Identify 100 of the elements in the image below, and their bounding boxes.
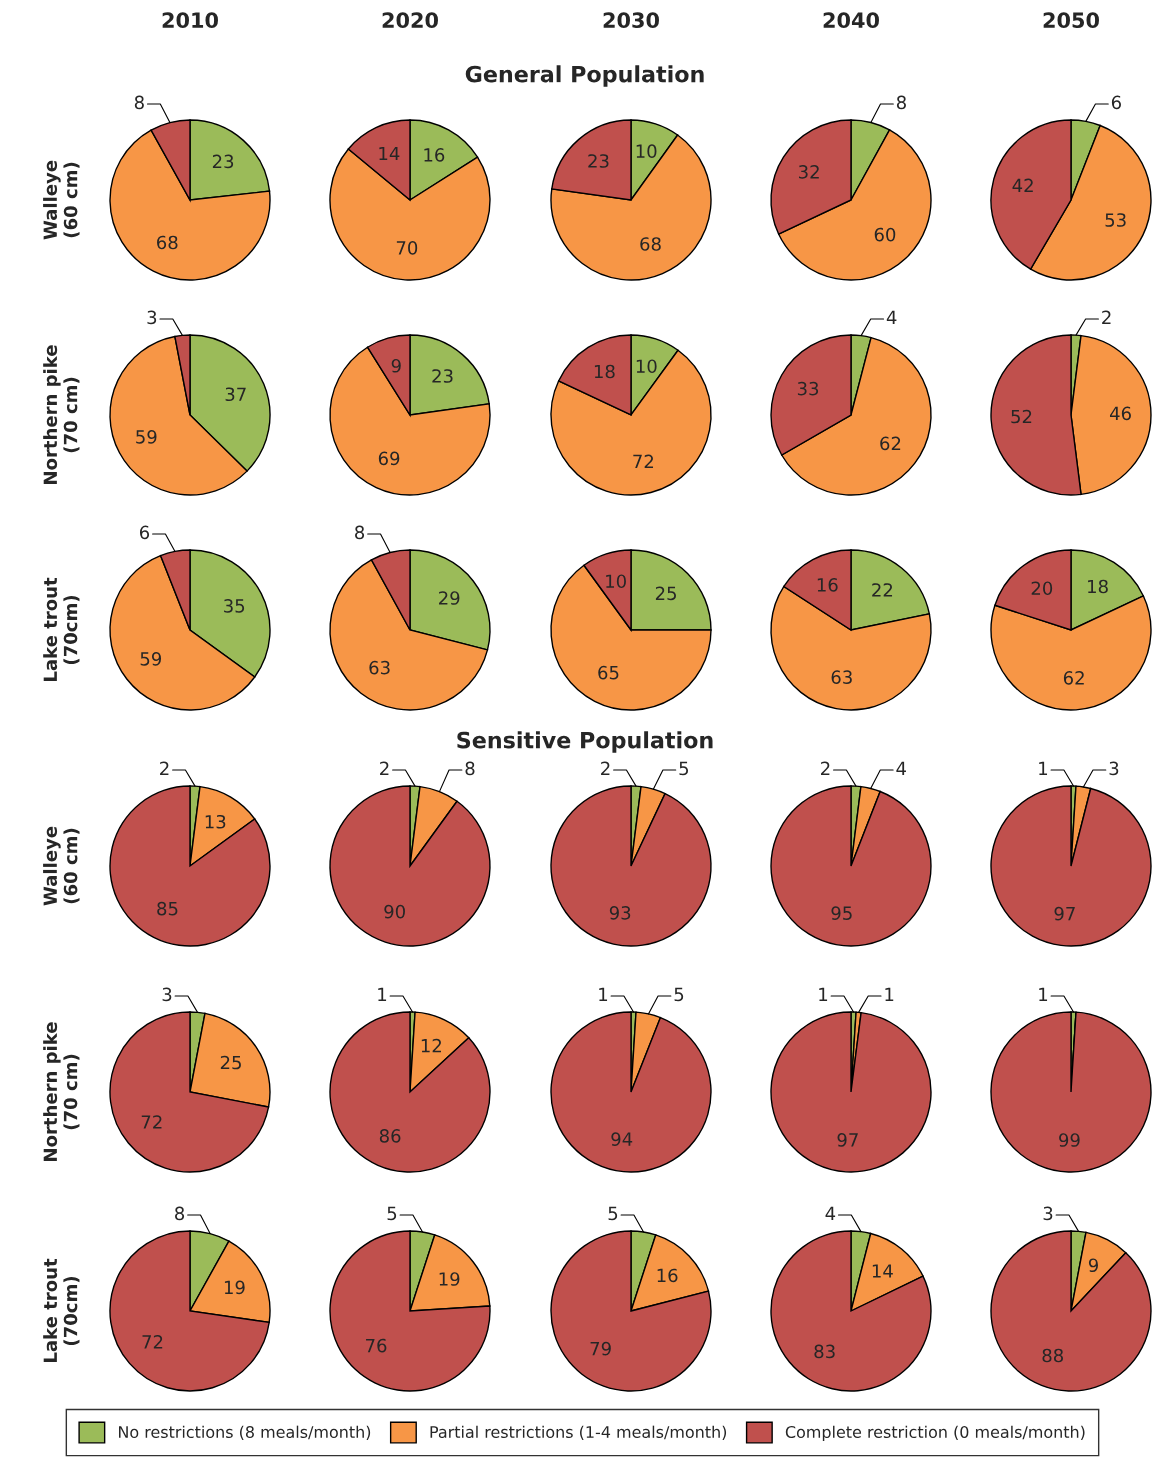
data-label: 1 xyxy=(885,987,894,1001)
data-label: 63 xyxy=(831,670,852,684)
data-label: 94 xyxy=(611,1132,633,1146)
data-label: 32 xyxy=(799,165,819,179)
data-label: 5 xyxy=(679,761,689,776)
data-label: 16 xyxy=(424,148,445,162)
data-label: 33 xyxy=(797,381,819,396)
data-label: 46 xyxy=(1110,406,1131,421)
data-label: 4 xyxy=(896,761,906,775)
data-label: 85 xyxy=(157,901,178,916)
data-label: 79 xyxy=(590,1341,611,1356)
data-label: 53 xyxy=(1105,213,1126,227)
data-label: 95 xyxy=(831,906,852,920)
data-label: 5 xyxy=(674,987,684,1002)
data-label: 2 xyxy=(601,761,610,775)
data-label: 1 xyxy=(1039,761,1048,775)
text: Sensitive Population xyxy=(457,731,713,753)
data-label: 1 xyxy=(378,987,387,1001)
data-label: 60 xyxy=(874,227,896,242)
data-label: 37 xyxy=(225,387,246,402)
data-label: 6 xyxy=(1111,95,1121,110)
data-label: 62 xyxy=(1063,671,1084,685)
data-label: 22 xyxy=(872,583,893,597)
data-label: 86 xyxy=(379,1129,401,1143)
data-label: 16 xyxy=(657,1268,678,1283)
data-label: 35 xyxy=(224,599,245,613)
data-label: 10 xyxy=(636,359,657,374)
data-label: 70 xyxy=(396,241,418,255)
data-label: 3 xyxy=(1109,761,1119,776)
data-label: 72 xyxy=(633,454,654,469)
data-label: 2 xyxy=(380,761,389,775)
text: Walleye (60 cm) xyxy=(43,160,80,240)
data-label: 25 xyxy=(220,1055,241,1070)
text: General Population xyxy=(465,65,704,87)
text: Northern pike (70 cm) xyxy=(43,345,80,484)
data-label: 42 xyxy=(1012,178,1033,193)
data-label: 99 xyxy=(1059,1133,1080,1147)
data-label: 1 xyxy=(1039,987,1048,1001)
data-label: 19 xyxy=(224,1280,245,1295)
data-label: 97 xyxy=(837,1133,858,1147)
data-label: 12 xyxy=(421,1038,441,1053)
text: Lake trout (70cm) xyxy=(43,577,80,681)
text: Lake trout (70cm) xyxy=(43,1258,80,1362)
data-label: 88 xyxy=(1042,1348,1063,1363)
data-label: 72 xyxy=(142,1335,163,1349)
data-label: 2 xyxy=(1102,310,1111,324)
data-label: 23 xyxy=(212,154,234,169)
data-label: 10 xyxy=(636,144,657,159)
data-label: 8 xyxy=(355,525,365,540)
data-label: 97 xyxy=(1054,906,1075,921)
chart-title: 2010 xyxy=(162,12,218,29)
data-label: 14 xyxy=(872,1264,893,1278)
data-label: 68 xyxy=(640,237,661,251)
data-label: 90 xyxy=(384,904,405,919)
data-label: 76 xyxy=(366,1338,387,1353)
data-label: 14 xyxy=(379,146,400,161)
data-label: 5 xyxy=(608,1206,618,1221)
data-label: 13 xyxy=(205,814,226,829)
legend-label: No restrictions (8 meals/month) xyxy=(119,1425,371,1440)
data-label: 59 xyxy=(140,651,162,666)
data-label: 8 xyxy=(465,761,475,776)
chart-title: 2020 xyxy=(382,12,438,29)
data-label: 19 xyxy=(439,1272,460,1286)
data-label: 1 xyxy=(599,987,608,1001)
data-label: 1 xyxy=(819,987,828,1001)
data-label: 8 xyxy=(175,1206,185,1221)
data-label: 62 xyxy=(880,436,901,451)
data-label: 69 xyxy=(378,451,400,466)
data-label: 3 xyxy=(1043,1206,1053,1221)
data-label: 83 xyxy=(814,1344,835,1359)
text: Walleye (60 cm) xyxy=(43,826,80,906)
chart-title: 2040 xyxy=(823,12,879,29)
text: Northern pike (70 cm) xyxy=(43,1022,80,1161)
data-label: 3 xyxy=(162,987,172,1002)
data-label: 4 xyxy=(886,310,897,324)
data-label: 59 xyxy=(136,430,157,444)
data-label: 18 xyxy=(594,364,615,379)
data-label: 3 xyxy=(147,310,157,325)
legend-label: Partial restrictions (1-4 meals/month) xyxy=(430,1425,727,1440)
data-label: 10 xyxy=(606,574,626,589)
data-label: 8 xyxy=(896,95,906,110)
data-label: 65 xyxy=(598,665,619,680)
data-label: 25 xyxy=(655,586,676,601)
legend-label: Complete restriction (0 meals/month) xyxy=(785,1425,1085,1442)
data-label: 23 xyxy=(432,369,453,383)
data-label: 9 xyxy=(391,358,401,373)
data-label: 9 xyxy=(1088,1258,1098,1273)
data-label: 93 xyxy=(609,905,631,920)
data-label: 6 xyxy=(139,525,150,540)
data-label: 72 xyxy=(141,1115,162,1129)
data-label: 4 xyxy=(825,1206,836,1220)
data-label: 63 xyxy=(369,660,390,675)
data-label: 2 xyxy=(821,761,830,775)
data-label: 29 xyxy=(439,591,460,605)
data-label: 5 xyxy=(387,1206,397,1221)
data-label: 2 xyxy=(160,761,169,775)
chart-title: 2050 xyxy=(1043,12,1099,29)
data-label: 16 xyxy=(817,578,838,592)
data-label: 52 xyxy=(1011,409,1032,424)
data-label: 8 xyxy=(134,95,144,110)
